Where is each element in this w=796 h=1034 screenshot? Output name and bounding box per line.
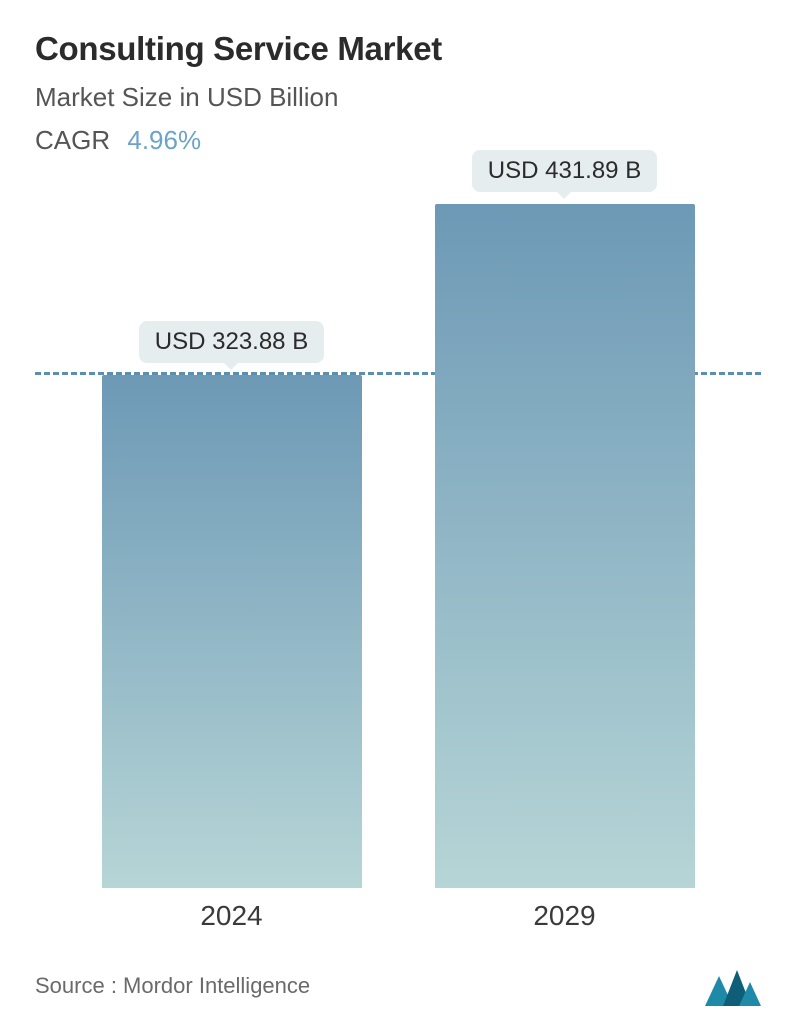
value-pill-0: USD 323.88 B (139, 321, 324, 363)
bars-wrap: USD 323.88 B USD 431.89 B (35, 204, 761, 888)
bar-1 (435, 204, 695, 888)
cagr-value: 4.96% (127, 125, 201, 155)
bar-col-1: USD 431.89 B (435, 204, 695, 888)
x-axis: 2024 2029 (35, 888, 761, 948)
chart-header: Consulting Service Market Market Size in… (35, 30, 761, 156)
brand-logo-icon (705, 966, 761, 1006)
bar-col-0: USD 323.88 B (102, 204, 362, 888)
chart-title: Consulting Service Market (35, 30, 761, 68)
bar-0 (102, 375, 362, 888)
cagr-label: CAGR (35, 125, 110, 155)
x-axis-label-0: 2024 (102, 888, 362, 948)
value-pill-1: USD 431.89 B (472, 150, 657, 192)
x-axis-label-1: 2029 (435, 888, 695, 948)
chart-subtitle: Market Size in USD Billion (35, 82, 761, 113)
chart-footer: Source : Mordor Intelligence (35, 963, 761, 1009)
source-text: Source : Mordor Intelligence (35, 973, 310, 999)
bar-chart: USD 323.88 B USD 431.89 B 2024 2029 (35, 204, 761, 948)
